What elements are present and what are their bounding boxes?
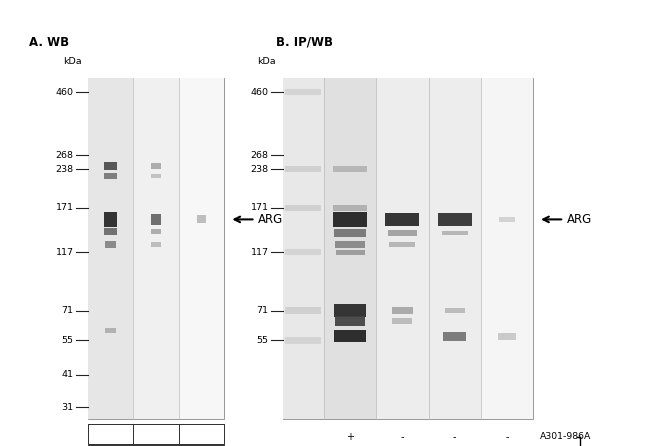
Bar [285, 337, 322, 343]
Text: 117: 117 [250, 248, 268, 257]
Bar [151, 173, 161, 178]
Bar [445, 308, 465, 313]
Bar [88, 78, 133, 419]
Bar [283, 78, 533, 419]
Bar [388, 230, 417, 235]
Bar [336, 250, 365, 255]
Text: 268: 268 [250, 151, 268, 160]
Bar [105, 327, 116, 333]
Bar [179, 78, 224, 419]
Text: 171: 171 [55, 203, 73, 212]
Bar [133, 424, 179, 444]
Text: -: - [505, 432, 509, 442]
Bar [88, 424, 133, 444]
Text: A. WB: A. WB [29, 36, 70, 49]
Text: 460: 460 [55, 88, 73, 97]
Text: +: + [346, 432, 354, 442]
Text: ARG: ARG [567, 213, 592, 226]
Text: 55: 55 [257, 336, 268, 345]
Bar [376, 78, 428, 419]
Bar [285, 166, 322, 173]
Bar [285, 307, 322, 314]
Text: 15: 15 [150, 429, 162, 439]
Text: -: - [400, 432, 404, 442]
Bar [285, 249, 322, 256]
Bar [104, 173, 117, 179]
Bar [335, 241, 365, 248]
Text: 5: 5 [198, 429, 205, 439]
Bar [334, 330, 367, 343]
Bar [333, 205, 367, 211]
Bar [88, 445, 224, 446]
Bar [151, 163, 161, 169]
Text: 238: 238 [250, 165, 268, 174]
Bar [88, 78, 224, 419]
Bar [151, 242, 161, 247]
Text: 268: 268 [55, 151, 73, 160]
Bar [133, 78, 179, 419]
Bar [443, 332, 467, 341]
Bar [499, 217, 515, 222]
Bar [285, 205, 322, 211]
Text: 171: 171 [250, 203, 268, 212]
Bar [498, 333, 516, 340]
Bar [481, 78, 533, 419]
Bar [335, 316, 365, 326]
Bar [389, 242, 415, 247]
Text: 50: 50 [104, 429, 117, 439]
Bar [441, 231, 468, 235]
Bar [335, 304, 366, 317]
Bar [333, 166, 367, 173]
Bar [151, 214, 161, 225]
Bar [385, 213, 419, 226]
Bar [104, 162, 117, 170]
Bar [88, 424, 224, 444]
Text: -: - [453, 432, 456, 442]
Bar [392, 307, 413, 314]
Bar [437, 213, 472, 226]
Bar [285, 89, 322, 95]
Text: ARG: ARG [258, 213, 283, 226]
Bar [198, 215, 205, 223]
Text: 41: 41 [62, 370, 73, 379]
Bar [283, 78, 324, 419]
Bar [179, 424, 224, 444]
Text: 117: 117 [55, 248, 73, 257]
Bar [333, 212, 367, 227]
Text: kDa: kDa [62, 57, 81, 66]
Text: B. IP/WB: B. IP/WB [276, 36, 333, 49]
Bar [104, 212, 117, 227]
Text: 55: 55 [62, 336, 73, 345]
Text: 71: 71 [257, 306, 268, 315]
Bar [335, 229, 366, 236]
Text: A301-986A: A301-986A [540, 432, 591, 441]
Text: 71: 71 [62, 306, 73, 315]
Bar [393, 318, 412, 323]
Text: kDa: kDa [257, 57, 276, 66]
Bar [104, 228, 117, 235]
Bar [324, 78, 376, 419]
Bar [151, 229, 161, 234]
Bar [428, 78, 481, 419]
Bar [105, 241, 116, 248]
Text: 460: 460 [250, 88, 268, 97]
Text: 31: 31 [61, 403, 73, 412]
Text: 238: 238 [55, 165, 73, 174]
